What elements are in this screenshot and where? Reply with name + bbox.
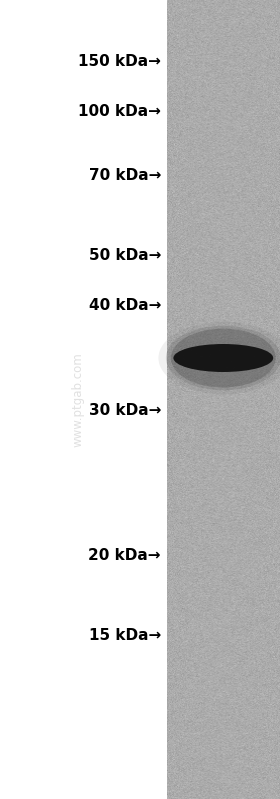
Text: 150 kDa→: 150 kDa→ bbox=[78, 54, 161, 70]
Text: 70 kDa→: 70 kDa→ bbox=[89, 168, 161, 182]
Text: 100 kDa→: 100 kDa→ bbox=[78, 105, 161, 120]
Ellipse shape bbox=[173, 344, 273, 372]
Text: 30 kDa→: 30 kDa→ bbox=[89, 403, 161, 418]
Text: 40 kDa→: 40 kDa→ bbox=[89, 297, 161, 312]
Ellipse shape bbox=[171, 328, 276, 388]
Ellipse shape bbox=[158, 322, 280, 395]
Text: www.ptgab.com: www.ptgab.com bbox=[72, 352, 85, 447]
Text: 50 kDa→: 50 kDa→ bbox=[89, 248, 161, 263]
Ellipse shape bbox=[166, 326, 280, 390]
Text: 20 kDa→: 20 kDa→ bbox=[88, 547, 161, 562]
Text: 15 kDa→: 15 kDa→ bbox=[89, 627, 161, 642]
